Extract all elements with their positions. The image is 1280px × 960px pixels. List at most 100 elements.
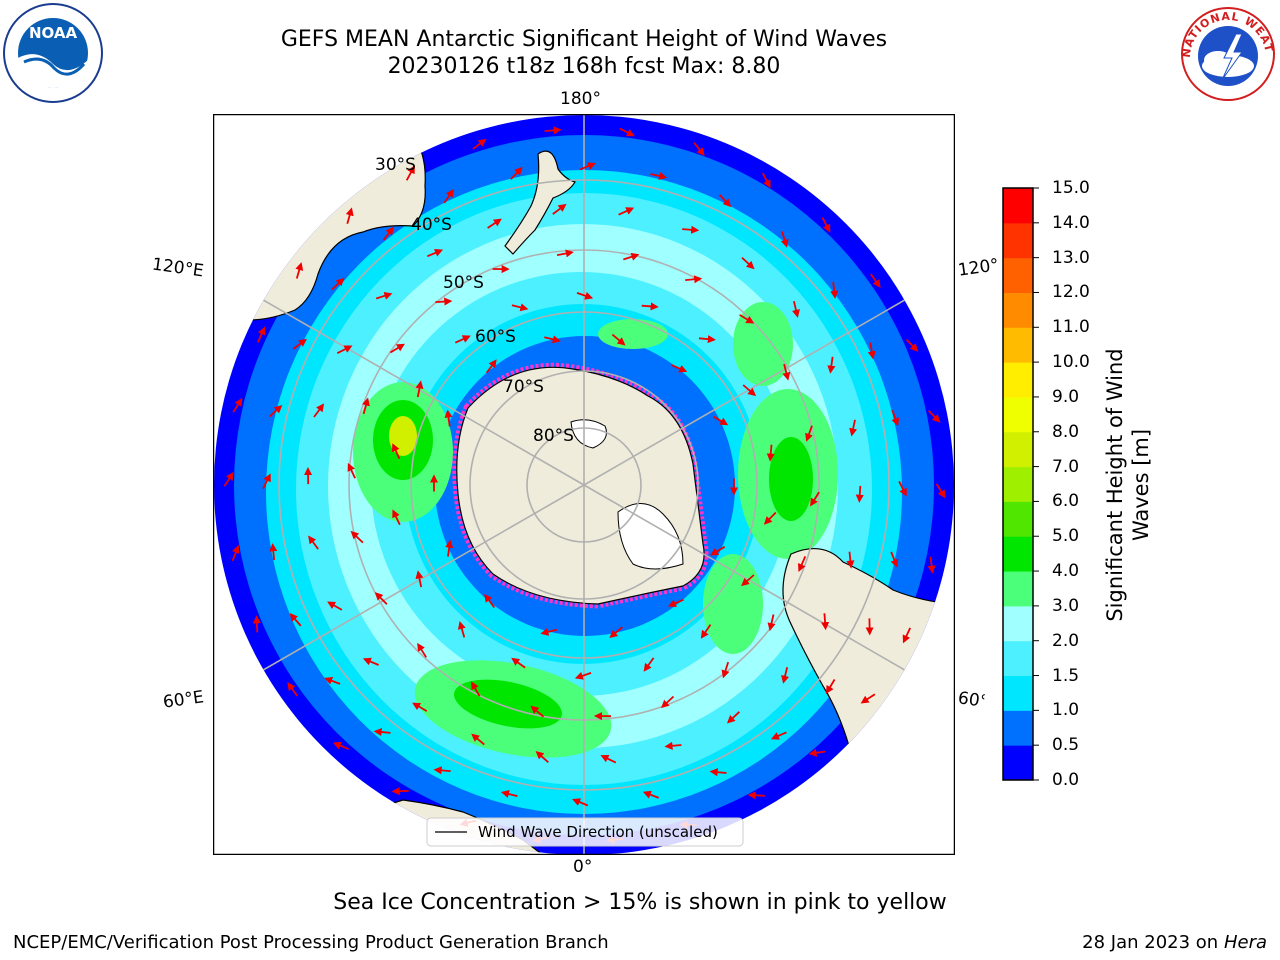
nws-logo: NATIONAL WEATHER SERVICE [1176, 4, 1275, 101]
wave-patch-west-max [389, 416, 417, 456]
ice-shelf-ross [570, 419, 607, 449]
lon-label-0: 0° [573, 857, 593, 877]
wind-wave-arrow [609, 626, 623, 638]
wind-wave-arrow [269, 404, 283, 418]
wave-patch-northeast [733, 302, 793, 386]
wind-wave-arrow [830, 281, 839, 299]
wind-wave-arrow [846, 551, 855, 569]
wind-wave-arrow [661, 695, 675, 709]
wind-wave-arrow [336, 345, 353, 355]
wind-wave-arrow [487, 218, 502, 229]
wind-wave-arrow [445, 539, 454, 557]
wind-wave-arrow [700, 624, 712, 639]
wave-patch-south-core [454, 679, 562, 729]
colorbar-cell [1003, 640, 1033, 677]
wind-wave-arrow [770, 731, 787, 740]
wind-wave-arrow [821, 217, 831, 233]
wind-wave-arrow [454, 335, 471, 344]
wind-wave-arrow [426, 249, 444, 258]
colorbar-tick-label: 12.0 [1052, 282, 1090, 303]
wind-wave-arrow [417, 642, 427, 658]
wind-wave-arrow [262, 473, 271, 490]
colorbar-tick-label: 13.0 [1052, 247, 1090, 268]
wind-wave-arrow [362, 397, 370, 415]
wind-wave-arrow [223, 471, 234, 487]
wind-wave-arrow [671, 364, 688, 373]
colorbar-tick-label: 5.0 [1052, 526, 1080, 547]
colorbar-tick-label: 8.0 [1052, 421, 1080, 442]
wind-wave-arrow [269, 543, 278, 561]
wind-wave-arrow [741, 257, 755, 270]
wind-wave-arrow [552, 203, 567, 215]
wind-wave-arrow [641, 302, 659, 311]
wind-wave-arrow [308, 535, 319, 550]
colorbar-cell [1003, 222, 1033, 259]
footer-branch: NCEP/EMC/Verification Post Processing Pr… [13, 932, 609, 953]
wind-wave-arrow [766, 444, 775, 462]
wind-wave-arrow [295, 262, 304, 279]
polar-map: 30°S 40°S 50°S 60°S 70°S 80°S Wind Wave … [213, 114, 955, 855]
wind-wave-arrow [382, 226, 394, 241]
wind-wave-arrow [713, 415, 729, 426]
wind-wave-arrow [530, 705, 545, 718]
wind-wave-arrow [927, 409, 941, 423]
wind-wave-arrow [619, 127, 635, 137]
wind-wave-arrow [763, 511, 777, 525]
wind-wave-arrow [350, 530, 364, 544]
colorbar-tick-label: 11.0 [1052, 317, 1090, 338]
wind-wave-arrow [292, 338, 307, 350]
lat-label-30s: 30°S [375, 155, 416, 175]
wave-patch-north [598, 319, 668, 349]
wind-wave-arrow [535, 751, 549, 763]
wind-wave-arrow [405, 165, 415, 181]
wind-wave-arrow [721, 661, 730, 679]
wind-wave-arrow [289, 613, 302, 627]
wave-patch-southeast [703, 554, 763, 654]
wind-wave-arrow [544, 335, 561, 344]
wind-wave-arrow [579, 162, 596, 171]
wind-wave-arrow [642, 790, 660, 799]
wind-wave-arrow [574, 671, 592, 680]
colorbar-cell [1003, 362, 1033, 398]
wind-wave-arrow [709, 768, 727, 777]
colorbar-cell [1003, 710, 1033, 746]
wind-wave-arrow [623, 252, 640, 261]
wind-wave-arrow [782, 363, 791, 381]
wind-wave-arrow [572, 798, 589, 807]
wind-wave-arrow [435, 297, 453, 306]
chart-title: GEFS MEAN Antarctic Significant Height o… [280, 27, 888, 52]
wind-wave-arrow [544, 126, 562, 135]
sea-ice-note: Sea Ice Concentration > 15% is shown in … [333, 890, 947, 915]
colorbar-tick-label: 7.0 [1052, 456, 1080, 477]
noaa-logo: NOAA [3, 3, 103, 103]
wind-wave-arrow [324, 676, 341, 685]
wind-wave-arrow [362, 657, 379, 666]
map-frame [213, 114, 955, 855]
lat-label-70s: 70°S [503, 377, 544, 397]
colorbar-tick-label: 0.0 [1052, 770, 1080, 790]
wind-wave-arrow [761, 172, 771, 189]
wind-wave-arrow [891, 409, 900, 427]
wind-wave-arrow [500, 790, 518, 798]
colorbar-cell [1003, 292, 1033, 328]
wind-wave-arrow [870, 273, 881, 288]
ice-shelf-weddell [617, 503, 684, 570]
wind-wave-arrow [905, 338, 919, 352]
footer-date: 28 Jan 2023 on Hera [1082, 932, 1267, 953]
wind-wave-arrow [391, 443, 401, 460]
wind-wave-arrow [484, 593, 496, 609]
wind-wave-arrow [618, 207, 635, 216]
wind-wave-arrow [698, 335, 716, 344]
wind-wave-arrow [375, 291, 393, 300]
colorbar-cell [1003, 466, 1033, 502]
colorbar-label-line2: Waves [m] [1129, 428, 1153, 542]
wind-wave-arrow [927, 556, 936, 574]
wind-wave-arrow [415, 380, 424, 398]
wind-wave-arrow [650, 172, 668, 180]
colorbar-tick-label: 0.5 [1052, 735, 1080, 756]
lon-label-60w: 60°W [956, 688, 986, 712]
legend-label: Wind Wave Direction (unscaled) [478, 823, 718, 841]
lon-label-120e: 120°E [150, 254, 205, 282]
colorbar-cell [1003, 327, 1033, 363]
wind-wave-arrow [457, 621, 466, 638]
